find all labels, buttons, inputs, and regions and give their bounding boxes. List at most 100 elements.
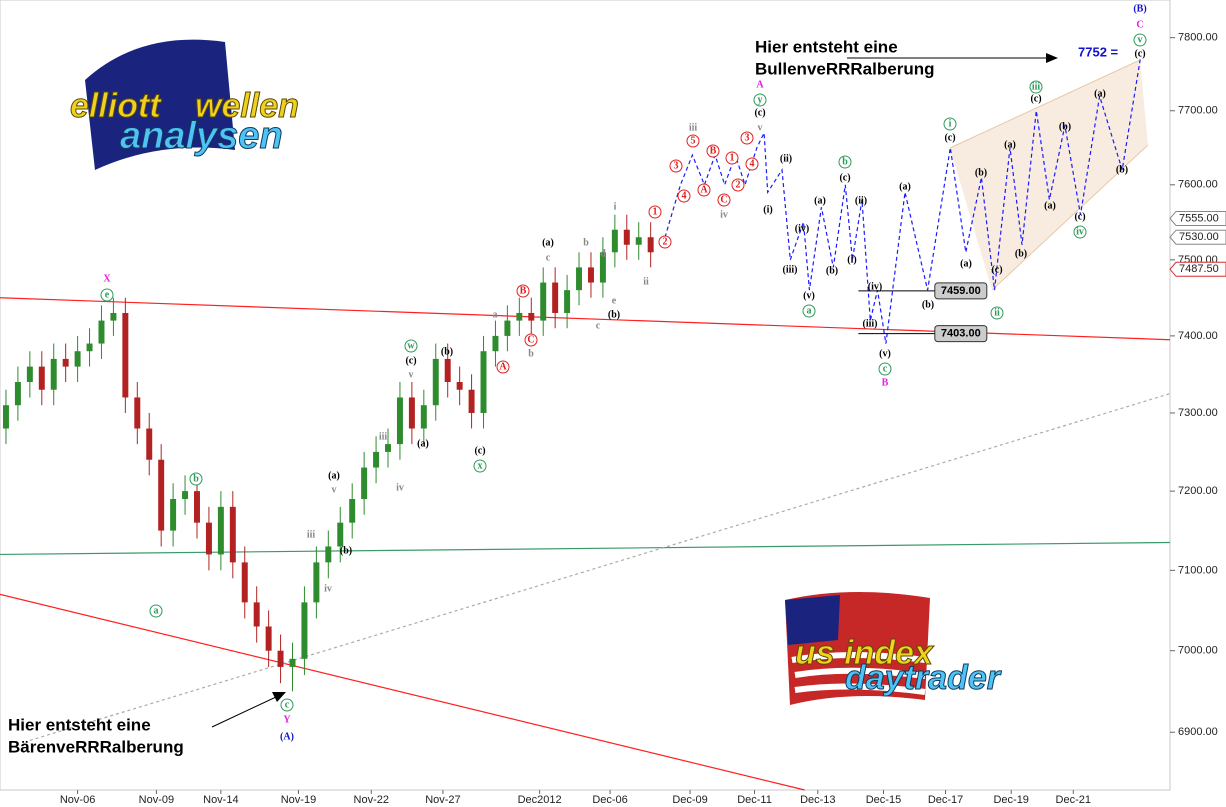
wave-label: (c) [474, 445, 485, 456]
candle-body [504, 320, 511, 336]
x-tick-label: Nov-22 [354, 794, 389, 806]
candle-body [432, 358, 439, 406]
x-tick-label: Dec-19 [993, 794, 1028, 806]
annotation: BärenveRRRalberung [8, 737, 184, 756]
wave-label: (a) [542, 237, 554, 248]
x-tick-label: Nov-19 [281, 794, 316, 806]
wave-label: iii [689, 122, 698, 133]
candle-body [420, 405, 427, 429]
wave-label: c [285, 699, 290, 710]
wave-label: (b) [922, 299, 934, 310]
plot-layer: 7459.007403.00XebacY(A)w(c)vx(c)(b)(a)ii… [0, 3, 1171, 791]
level-label: 7403.00 [941, 328, 981, 340]
flag-canton [785, 595, 840, 645]
wave-circle [717, 193, 731, 207]
candle-body [301, 602, 308, 659]
wave-label: iii [379, 431, 388, 442]
wave-circle [697, 183, 711, 197]
candle-body [170, 498, 177, 531]
x-tick-label: Dec-09 [672, 794, 707, 806]
logo-text: daytrader [845, 659, 1002, 697]
wave-label: (v) [803, 290, 815, 301]
candle-body [38, 366, 45, 390]
candle-body [408, 397, 415, 429]
y-tick-label: 7400.00 [1178, 330, 1218, 342]
wave-label: A [499, 361, 507, 372]
wave-circle [943, 117, 957, 131]
wave-label: a [493, 309, 498, 320]
wave-label: c [596, 320, 601, 331]
wave-label: (iii) [783, 264, 798, 275]
wave-label: 1 [653, 206, 658, 217]
wave-circle [149, 604, 163, 618]
wave-label: c [883, 363, 888, 374]
candle-body [122, 312, 129, 398]
logo-text: analysen [120, 115, 283, 157]
wave-circle [745, 157, 759, 171]
wave-label: (b) [975, 167, 987, 178]
wave-label: (i) [763, 204, 772, 215]
candle-body [62, 358, 69, 367]
wave-label: ii [994, 307, 1000, 318]
logo-elliott: elliott wellen analysen [70, 39, 299, 171]
wave-label: v [758, 122, 763, 133]
y-tick-label: 7800.00 [1178, 32, 1218, 44]
wave-label: (v) [879, 348, 891, 359]
wave-label: (a) [1044, 200, 1056, 211]
logo-text: us index [795, 634, 935, 672]
candle-body [14, 382, 21, 406]
target-label: 7752 = [1078, 44, 1119, 59]
wave-label: 3 [674, 160, 679, 171]
wave-label: b [528, 348, 534, 359]
logo-text: wellen [195, 87, 299, 125]
candle-body [205, 522, 212, 555]
wave-label: (b) [1015, 248, 1027, 259]
wave-label: (c) [1134, 48, 1145, 59]
x-tick-label: Dec-13 [800, 794, 835, 806]
candle-body [182, 491, 189, 499]
wave-label: (b) [1116, 164, 1128, 175]
wave-label: (iv) [795, 223, 809, 234]
wave-label: e [105, 289, 110, 300]
wave-label: v [1138, 34, 1143, 45]
candle-body [576, 267, 583, 291]
wave-label: iii [307, 529, 316, 540]
wave-circle [740, 131, 754, 145]
wave-circle [1073, 225, 1087, 239]
wave-label: x [478, 460, 483, 471]
wave-circle [516, 284, 530, 298]
candle-body [134, 397, 141, 429]
wave-label: 3 [745, 132, 750, 143]
wave-label: (iii) [863, 318, 878, 329]
y-tick-label: 6900.00 [1178, 726, 1218, 738]
candle-body [456, 382, 463, 390]
candle-body [647, 237, 654, 253]
logo-us: us index daytrader [785, 591, 1002, 705]
wave-label: 4 [750, 158, 755, 169]
y-tick-label: 7700.00 [1178, 105, 1218, 117]
wave-label: (A) [280, 731, 294, 742]
y-tick-label: 7200.00 [1178, 485, 1218, 497]
wave-circle [686, 134, 700, 148]
price-tag-label: 7487.50 [1179, 263, 1219, 275]
wave-label: (a) [417, 438, 429, 449]
wave-label: (a) [328, 470, 340, 481]
price-tag-label: 7555.00 [1179, 212, 1219, 224]
candle-body [277, 650, 284, 667]
wave-circle [753, 93, 767, 107]
wave-label: iii [1032, 81, 1041, 92]
wave-label: b [583, 237, 589, 248]
candle-body [194, 491, 200, 523]
trend-line [29, 393, 1171, 742]
trend-line [0, 593, 805, 791]
wave-label: B [882, 377, 889, 388]
wave-circle [677, 189, 691, 203]
wave-label: w [407, 340, 415, 351]
annotation: BullenveRRRalberung [755, 59, 934, 78]
arrowhead [272, 692, 286, 702]
wave-label: (iv) [868, 281, 882, 292]
wave-label: 1 [730, 152, 735, 163]
candle-body [468, 389, 475, 413]
candle-body [396, 397, 403, 445]
x-tick-label: Dec-21 [1056, 794, 1091, 806]
